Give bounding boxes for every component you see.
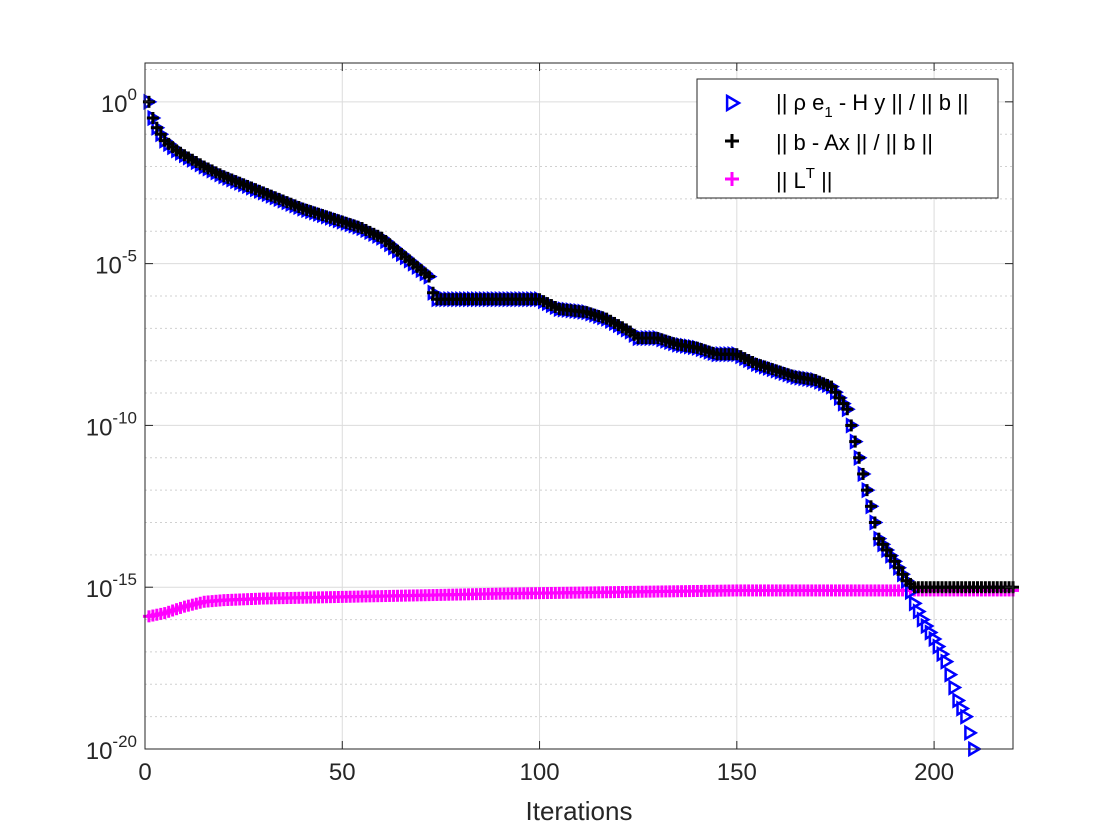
legend-box bbox=[696, 78, 999, 199]
data-point bbox=[845, 419, 858, 432]
y-tick-label: 100 bbox=[101, 85, 137, 118]
data-point bbox=[888, 555, 901, 568]
legend-entry-lt: || LT || bbox=[776, 165, 833, 193]
data-point bbox=[853, 451, 866, 464]
legend-marker-lt bbox=[725, 172, 739, 186]
data-point bbox=[146, 112, 159, 125]
data-point bbox=[861, 484, 874, 497]
x-tick-label: 150 bbox=[717, 759, 757, 786]
legend-entry-residual-post: - H y || / || b || bbox=[833, 90, 969, 115]
legend-entry-true-residual-pre: || b - Ax || / || b || bbox=[776, 130, 933, 155]
x-tick-label: 50 bbox=[329, 759, 356, 786]
data-point bbox=[427, 286, 440, 299]
x-tick-label: 100 bbox=[520, 759, 560, 786]
y-tick-label: 10-5 bbox=[95, 247, 137, 280]
y-tick-label: 10-15 bbox=[86, 570, 137, 603]
legend-marker-residual bbox=[725, 93, 742, 113]
data-series bbox=[142, 93, 1019, 758]
data-point bbox=[423, 270, 436, 283]
legend-entry-residual: || ρ e1 - H y || / || b || bbox=[776, 90, 969, 121]
data-point bbox=[849, 435, 862, 448]
legend-entry-lt-pre: || L bbox=[776, 168, 806, 193]
data-point bbox=[841, 403, 854, 416]
data-point bbox=[948, 679, 963, 696]
x-tick-label: 200 bbox=[914, 759, 954, 786]
legend-entry-residual-sub: 1 bbox=[824, 104, 832, 121]
y-tick-label: 10-10 bbox=[86, 408, 137, 441]
legend-entry-true-residual: || b - Ax || / || b || bbox=[776, 130, 933, 155]
y-tick-label: 10-20 bbox=[86, 732, 137, 765]
axis-ticks: 0 50 100 150 200 100 10-5 10-10 10-15 10-20 bbox=[86, 63, 1013, 786]
legend-entry-lt-post: || bbox=[815, 168, 833, 193]
data-point bbox=[944, 666, 959, 683]
data-point bbox=[154, 128, 167, 141]
legend: || ρ e1 - H y || / || b || || b - Ax || … bbox=[696, 78, 999, 199]
x-tick-label: 0 bbox=[138, 759, 151, 786]
data-point bbox=[940, 653, 955, 670]
data-point bbox=[896, 568, 909, 581]
data-point bbox=[964, 724, 979, 742]
legend-marker-true-residual bbox=[725, 134, 739, 148]
data-point bbox=[864, 500, 877, 513]
data-point bbox=[857, 467, 870, 480]
data-point bbox=[960, 708, 975, 725]
data-point bbox=[868, 516, 881, 529]
x-axis-label: Iterations bbox=[526, 796, 633, 826]
legend-entry-residual-pre: || ρ e bbox=[776, 90, 824, 115]
data-point bbox=[150, 121, 163, 134]
data-point bbox=[892, 561, 905, 574]
legend-entry-lt-sup: T bbox=[806, 165, 815, 182]
plot-frame bbox=[144, 62, 1014, 750]
